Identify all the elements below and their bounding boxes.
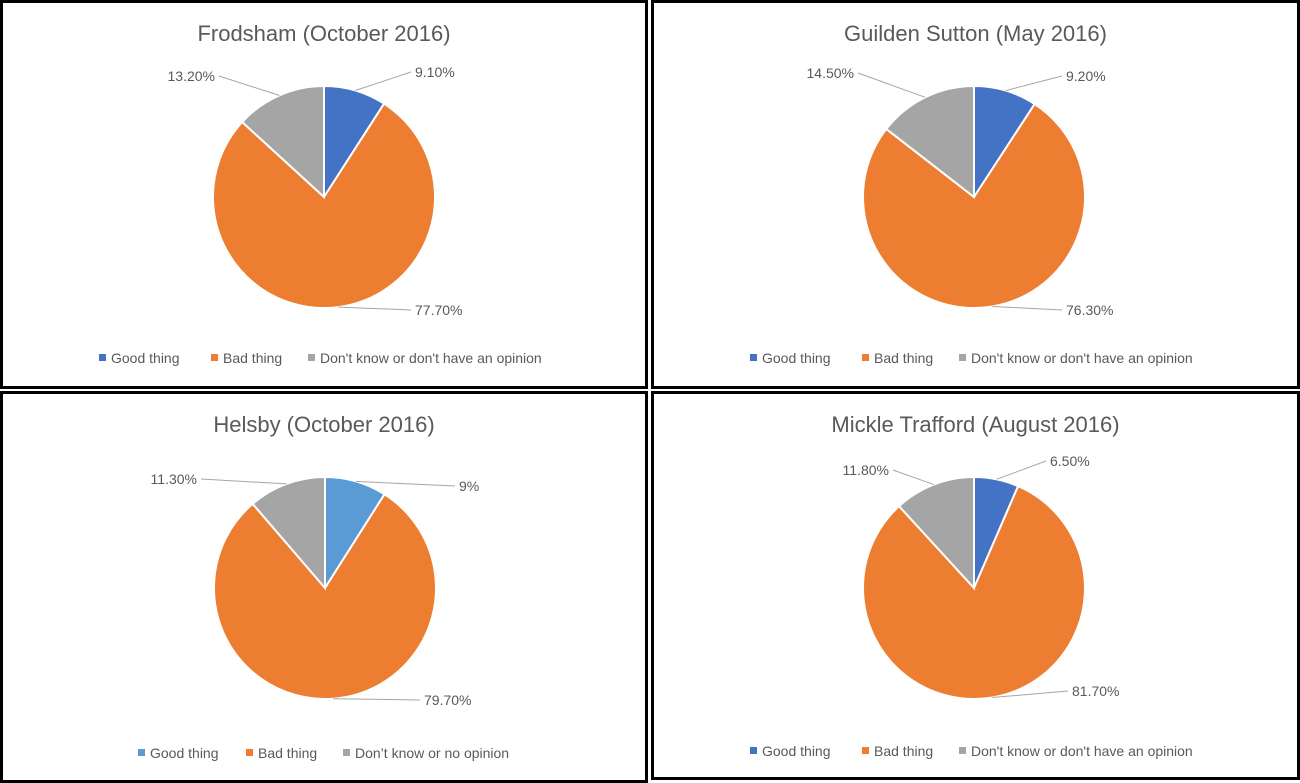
legend: Good thing Bad thing Don't know or don't h… xyxy=(750,350,1193,366)
leader-line xyxy=(333,698,421,701)
leader-line xyxy=(857,72,926,98)
data-label: 76.30% xyxy=(1066,302,1113,318)
pie-slice-2 xyxy=(213,492,437,700)
legend-entry: Good thing xyxy=(762,350,831,366)
legend-swatch xyxy=(959,354,966,361)
legend: Good thing Bad thing Don't know or don't h… xyxy=(99,350,542,366)
data-label: 79.70% xyxy=(424,692,471,708)
pie-slice-2 xyxy=(212,102,436,309)
pie-chart-svg: Mickle Trafford (August 2016) 6.50% 81.70%… xyxy=(750,412,1193,759)
data-label: 81.70% xyxy=(1072,683,1119,699)
pie-slice-3 xyxy=(240,84,325,200)
leader-line xyxy=(218,75,280,96)
leader-line xyxy=(1005,75,1063,92)
leader-line xyxy=(992,305,1063,311)
legend-swatch xyxy=(138,749,145,756)
legend-entry: Don’t know or no opinion xyxy=(355,745,509,761)
legend-entry: Don't know or don't have an opinion xyxy=(971,743,1193,759)
pie-chart-svg: Helsby (October 2016) 9% 79.70% 11.30% Good … xyxy=(138,412,509,761)
leader-line xyxy=(355,480,456,487)
leader-line xyxy=(996,460,1047,480)
legend-entry: Bad thing xyxy=(874,743,933,759)
pie-slices xyxy=(862,84,1086,309)
data-label: 77.70% xyxy=(415,302,462,318)
pie-chart-panel-frodsham: Frodsham (October 2016) 9.10% 77.70% 13.20%… xyxy=(0,0,648,389)
pie-slices xyxy=(862,475,1086,700)
legend-swatch xyxy=(211,354,218,361)
chart-title: Guilden Sutton (May 2016) xyxy=(844,21,1107,46)
pie-slice-3 xyxy=(251,475,326,591)
legend-swatch xyxy=(750,354,757,361)
pie-chart-svg: Frodsham (October 2016) 9.10% 77.70% 13.20%… xyxy=(99,21,542,366)
legend-swatch xyxy=(959,747,966,754)
legend-entry: Good thing xyxy=(111,350,180,366)
legend-swatch xyxy=(308,354,315,361)
legend-swatch xyxy=(343,749,350,756)
leader-line xyxy=(992,690,1069,698)
legend-swatch xyxy=(99,354,106,361)
data-label: 13.20% xyxy=(168,68,215,84)
chart-title: Helsby (October 2016) xyxy=(213,412,434,437)
pie-chart-panel-guilden-sutton: Guilden Sutton (May 2016) 9.20% 76.30% 14.5… xyxy=(651,0,1300,389)
data-label: 11.80% xyxy=(843,462,889,478)
pie-slice-2 xyxy=(862,484,1086,700)
legend-entry: Don't know or don't have an opinion xyxy=(971,350,1193,366)
pie-slice-3 xyxy=(884,84,975,200)
pie-chart-panel-mickle-trafford: Mickle Trafford (August 2016) 6.50% 81.70%… xyxy=(651,391,1300,780)
chart-title: Frodsham (October 2016) xyxy=(197,21,450,46)
legend-entry: Bad thing xyxy=(223,350,282,366)
chart-title: Mickle Trafford (August 2016) xyxy=(831,412,1119,437)
legend-entry: Good thing xyxy=(762,743,831,759)
data-label: 11.30% xyxy=(151,471,197,487)
pie-slices xyxy=(213,475,437,700)
legend-entry: Bad thing xyxy=(258,745,317,761)
legend: Good thing Bad thing Don’t know or no opin… xyxy=(138,745,509,761)
data-label: 9.10% xyxy=(415,64,455,80)
pie-chart-svg: Guilden Sutton (May 2016) 9.20% 76.30% 14.5… xyxy=(750,21,1193,366)
data-label: 9% xyxy=(459,478,479,494)
legend-swatch xyxy=(246,749,253,756)
leader-line xyxy=(355,71,412,91)
leader-line xyxy=(200,478,287,485)
legend-swatch xyxy=(862,747,869,754)
data-label: 6.50% xyxy=(1050,453,1090,469)
leader-line xyxy=(338,306,412,311)
legend-entry: Bad thing xyxy=(874,350,933,366)
legend-entry: Don't know or don't have an opinion xyxy=(320,350,542,366)
pie-slices xyxy=(212,84,436,309)
data-label: 9.20% xyxy=(1066,68,1106,84)
legend-swatch xyxy=(750,747,757,754)
legend: Good thing Bad thing Don't know or don't h… xyxy=(750,743,1193,759)
data-label: 14.50% xyxy=(807,65,854,81)
leader-line xyxy=(892,469,934,486)
pie-chart-panel-helsby: Helsby (October 2016) 9% 79.70% 11.30% Good … xyxy=(0,391,648,783)
legend-swatch xyxy=(862,354,869,361)
legend-entry: Good thing xyxy=(150,745,219,761)
